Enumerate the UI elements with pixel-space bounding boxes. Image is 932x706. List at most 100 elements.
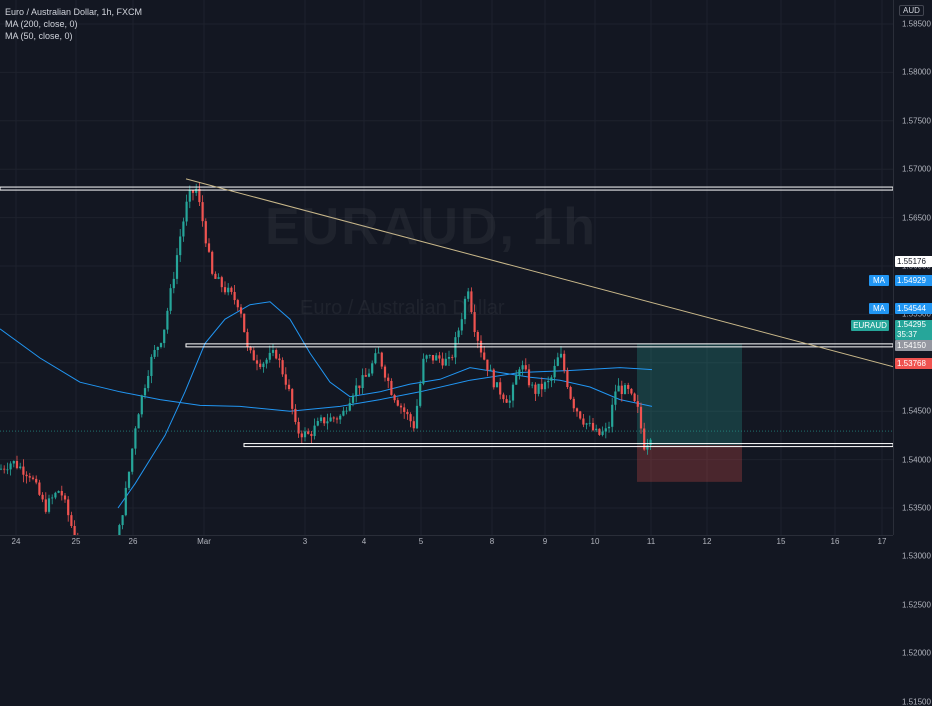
candle-body bbox=[156, 347, 159, 351]
candle-body bbox=[47, 498, 51, 512]
candle-body bbox=[0, 468, 3, 470]
candle-body bbox=[44, 499, 47, 512]
candle-body bbox=[60, 491, 63, 496]
candle-body bbox=[185, 201, 188, 222]
candle-body bbox=[435, 355, 438, 361]
candle-body bbox=[438, 355, 441, 359]
candle-body bbox=[287, 384, 291, 390]
candle-body bbox=[403, 407, 406, 412]
candle-body bbox=[508, 400, 511, 403]
candle-body bbox=[556, 357, 559, 366]
ma-200-path bbox=[0, 328, 653, 412]
price-tick-label: 1.54000 bbox=[902, 455, 931, 465]
candle-body bbox=[630, 388, 633, 394]
candle-body bbox=[169, 288, 172, 311]
candle-body bbox=[143, 388, 147, 396]
candle-body bbox=[412, 421, 415, 429]
descending-trendline bbox=[185, 178, 893, 368]
candle-body bbox=[550, 377, 553, 381]
candle-body bbox=[483, 352, 486, 360]
candle-body bbox=[259, 363, 262, 368]
candle-body bbox=[444, 358, 447, 366]
candle-body bbox=[31, 477, 35, 479]
candle-body bbox=[543, 382, 547, 390]
ma50-price-label: 1.54544 bbox=[895, 303, 932, 314]
time-tick-label: 9 bbox=[542, 537, 548, 546]
candle-body bbox=[22, 466, 25, 475]
candle-body bbox=[588, 422, 591, 424]
candle-body bbox=[255, 360, 259, 364]
candle-body bbox=[607, 426, 611, 429]
candle-body bbox=[201, 202, 204, 222]
candle-body bbox=[175, 255, 179, 279]
profit-zone bbox=[637, 343, 742, 446]
candle-body bbox=[495, 382, 499, 388]
candle-body bbox=[377, 352, 380, 354]
candle-body bbox=[534, 384, 537, 394]
candle-body bbox=[137, 414, 140, 429]
price-tick-label: 1.52000 bbox=[902, 648, 931, 658]
candle-body bbox=[291, 389, 294, 409]
time-tick-label: 25 bbox=[71, 537, 81, 546]
candle-body bbox=[140, 395, 143, 415]
candle-body bbox=[188, 190, 191, 202]
candle-body bbox=[566, 370, 569, 388]
candle-body bbox=[9, 463, 12, 470]
candle-body bbox=[364, 375, 367, 377]
candle-body bbox=[639, 406, 643, 429]
candle-body bbox=[195, 188, 198, 193]
resistance-level-mid bbox=[185, 343, 893, 348]
candles bbox=[0, 182, 652, 535]
candle-body bbox=[150, 356, 153, 376]
candle-body bbox=[265, 359, 268, 364]
price-tick-label: 1.51500 bbox=[902, 697, 931, 706]
price-chart[interactable] bbox=[0, 0, 893, 535]
candle-body bbox=[243, 313, 246, 333]
price-tick-label: 1.57500 bbox=[902, 116, 931, 126]
candle-body bbox=[540, 383, 543, 390]
price-axis[interactable]: AUD 1.58500 1.58000 1.57500 1.57000 1.56500 1… bbox=[893, 0, 932, 706]
candle-body bbox=[118, 525, 121, 535]
chart-legend[interactable]: Euro / Australian Dollar, 1h, FXCM MA (2… bbox=[5, 6, 142, 42]
drawn-levels bbox=[0, 178, 893, 448]
candle-body bbox=[367, 373, 371, 377]
candle-body bbox=[547, 380, 550, 383]
candle-body bbox=[163, 329, 166, 344]
support-level bbox=[243, 443, 893, 448]
currency-button[interactable]: AUD bbox=[899, 5, 924, 16]
candle-body bbox=[127, 471, 131, 488]
time-tick-label: 11 bbox=[646, 537, 656, 546]
candle-body bbox=[223, 287, 227, 293]
legend-title[interactable]: Euro / Australian Dollar, 1h, FXCM bbox=[5, 7, 143, 17]
candle-body bbox=[358, 385, 361, 389]
candle-body bbox=[25, 474, 28, 477]
candle-body bbox=[134, 428, 137, 449]
legend-ma50[interactable]: MA (50, close, 0) bbox=[5, 31, 73, 41]
candle-body bbox=[415, 405, 419, 429]
candle-body bbox=[611, 404, 614, 427]
candle-body bbox=[620, 385, 623, 395]
candle-body bbox=[310, 433, 313, 437]
candle-body bbox=[220, 277, 223, 288]
candle-body bbox=[19, 466, 22, 469]
candle-body bbox=[563, 353, 566, 371]
candle-body bbox=[591, 422, 595, 431]
legend-ma200[interactable]: MA (200, close, 0) bbox=[5, 19, 78, 29]
candle-body bbox=[313, 425, 316, 437]
time-axis[interactable]: 24 25 26 Mar 3 4 5 8 9 10 11 12 15 16 17 bbox=[0, 535, 893, 550]
candle-body bbox=[499, 382, 502, 395]
candle-body bbox=[6, 469, 9, 471]
candle-body bbox=[233, 291, 236, 301]
candle-body bbox=[211, 251, 214, 274]
loss-zone bbox=[637, 445, 742, 482]
candle-body bbox=[643, 428, 646, 450]
candle-body bbox=[63, 495, 67, 500]
candle-body bbox=[172, 278, 175, 289]
candle-body bbox=[303, 431, 307, 438]
current-price-label: 1.54295 35:37 bbox=[895, 320, 932, 340]
candle-body bbox=[131, 448, 134, 472]
candle-body bbox=[409, 414, 412, 422]
ma-50-path bbox=[117, 301, 653, 509]
resistance-level-top bbox=[0, 186, 893, 191]
candle-body bbox=[3, 468, 6, 470]
